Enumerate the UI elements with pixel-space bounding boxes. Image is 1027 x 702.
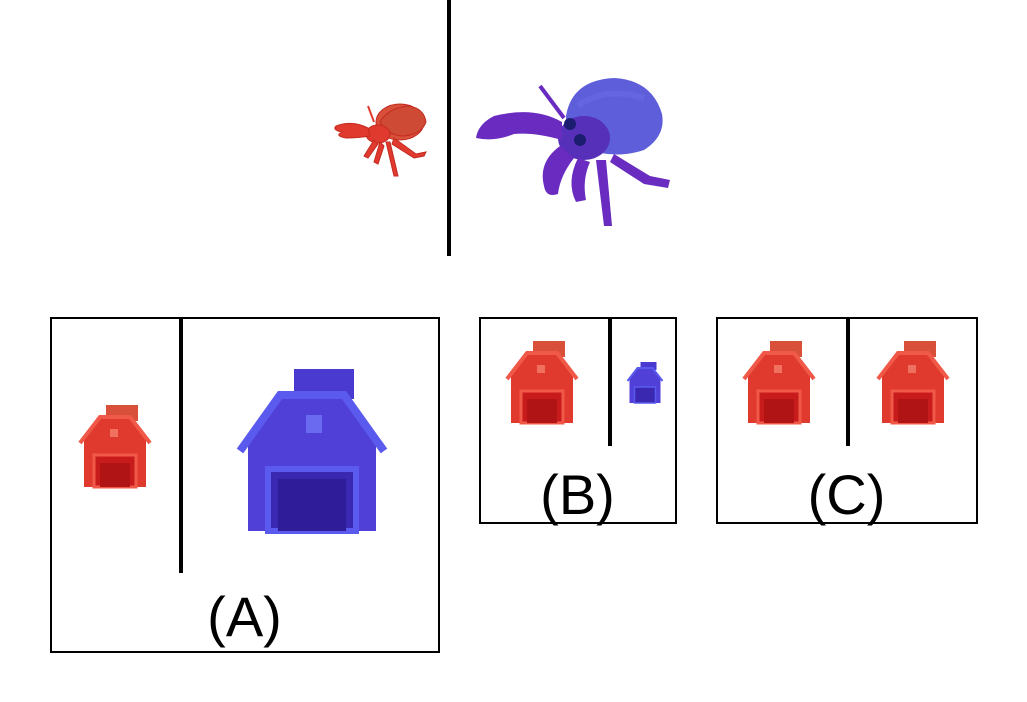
prompt-divider (447, 0, 451, 256)
large-blue-barn-icon (236, 369, 388, 534)
option-b-panel[interactable]: (B) (479, 317, 677, 524)
red-barn-icon-right (876, 341, 950, 425)
option-b-label: (B) (540, 463, 615, 526)
option-b-divider (608, 319, 612, 446)
option-a-divider (179, 319, 183, 573)
tiny-blue-barn-icon (626, 362, 664, 404)
red-barn-icon (505, 341, 579, 425)
option-a-panel[interactable]: (A) (50, 317, 440, 653)
small-red-hermit-crab-icon (334, 103, 427, 177)
option-c-label: (C) (807, 463, 886, 526)
large-purple-hermit-crab-icon (476, 78, 670, 226)
option-a-label: (A) (207, 585, 282, 648)
red-barn-icon-left (742, 341, 816, 425)
small-red-barn-icon (78, 405, 152, 489)
option-c-panel[interactable]: (C) (716, 317, 978, 524)
option-c-divider (846, 319, 850, 446)
